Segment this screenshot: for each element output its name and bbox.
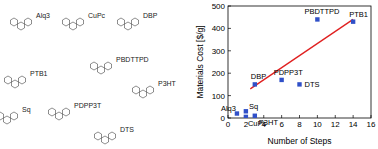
point-label: Sq bbox=[249, 102, 258, 111]
point-label: Alq3 bbox=[221, 104, 236, 113]
x-tick-label: 8 bbox=[297, 120, 302, 129]
x-axis-label: Number of Steps bbox=[268, 136, 332, 146]
structure-label: DBP bbox=[143, 12, 158, 19]
ring bbox=[147, 86, 154, 94]
x-tick-label: 16 bbox=[367, 120, 376, 129]
ring bbox=[63, 18, 70, 26]
ring bbox=[70, 22, 77, 30]
x-tick bbox=[353, 115, 354, 118]
ring bbox=[133, 86, 140, 94]
x-tick bbox=[281, 115, 282, 118]
point-label: PBDTTPD bbox=[304, 7, 340, 16]
structure-label: PTB1 bbox=[30, 70, 48, 77]
y-tick-label: 200 bbox=[212, 69, 226, 78]
x-tick bbox=[335, 115, 336, 118]
point bbox=[253, 82, 257, 86]
ring bbox=[63, 108, 70, 116]
ring bbox=[140, 90, 147, 98]
point bbox=[351, 19, 355, 23]
ring bbox=[0, 112, 4, 120]
point bbox=[253, 114, 257, 118]
y-tick bbox=[228, 73, 231, 74]
x-tick bbox=[228, 115, 229, 118]
point bbox=[315, 17, 319, 21]
x-tick-label: 6 bbox=[279, 120, 284, 129]
x-tick-label: 12 bbox=[331, 120, 340, 129]
structure-label: Alq3 bbox=[36, 12, 50, 20]
point-label: DTS bbox=[305, 80, 320, 89]
ring bbox=[95, 132, 102, 140]
structure-label: CuPc bbox=[88, 12, 106, 19]
x-tick bbox=[317, 115, 318, 118]
ring bbox=[19, 76, 26, 84]
ring bbox=[125, 22, 132, 30]
x-tick bbox=[299, 115, 300, 118]
y-tick bbox=[228, 50, 231, 51]
point-label: PDPP3T bbox=[274, 68, 304, 77]
point-label: DBP bbox=[251, 72, 266, 81]
ring bbox=[118, 18, 125, 26]
structure-label: PDPP3T bbox=[74, 102, 102, 109]
y-axis-label: Materials Cost [$/g] bbox=[195, 25, 205, 98]
ring bbox=[98, 66, 105, 74]
structure-label: P3HT bbox=[158, 80, 177, 87]
y-tick bbox=[228, 28, 231, 29]
y-tick bbox=[228, 95, 231, 96]
point-label: PTB1 bbox=[349, 10, 368, 19]
x-tick-label: 10 bbox=[313, 120, 322, 129]
point-labels: Alq3CuPcSqP3HTDBPPDPP3TDTSPBDTTPDPTB1 bbox=[221, 7, 368, 127]
point bbox=[244, 115, 248, 118]
y-tick bbox=[228, 118, 231, 119]
x-tick bbox=[371, 115, 372, 118]
structure-label: PBDTTPD bbox=[116, 56, 149, 63]
ring bbox=[11, 18, 18, 26]
y-tick-label: 0 bbox=[221, 114, 226, 123]
ring bbox=[56, 112, 63, 120]
ring bbox=[25, 18, 32, 26]
x-tick-label: 0 bbox=[226, 120, 231, 129]
ring bbox=[18, 22, 25, 30]
point bbox=[279, 78, 283, 82]
structures: Alq3 CuPc DBP PTB1 PBDTTPD P3HT Sq PDPP3T DTS bbox=[0, 12, 177, 144]
ring bbox=[91, 62, 98, 70]
ring bbox=[105, 62, 112, 70]
ring bbox=[4, 116, 11, 124]
y-tick-label: 500 bbox=[212, 2, 226, 11]
y-tick bbox=[228, 6, 231, 7]
point bbox=[297, 82, 301, 86]
ring bbox=[109, 132, 116, 140]
ring bbox=[12, 80, 19, 88]
ring bbox=[11, 112, 18, 120]
ring bbox=[77, 18, 84, 26]
y-tick-label: 300 bbox=[212, 47, 226, 56]
point bbox=[244, 109, 248, 113]
ring bbox=[49, 108, 56, 116]
plot-frame bbox=[228, 6, 371, 118]
y-tick-label: 400 bbox=[212, 24, 226, 33]
ring bbox=[102, 136, 109, 144]
ring bbox=[132, 18, 139, 26]
fit-line bbox=[250, 19, 353, 89]
plot-area bbox=[235, 17, 356, 118]
x-tick-label: 14 bbox=[349, 120, 358, 129]
ring bbox=[5, 76, 12, 84]
structure-label: Sq bbox=[22, 106, 31, 114]
y-tick-label: 100 bbox=[212, 92, 226, 101]
structure-label: DTS bbox=[120, 126, 134, 133]
point-label: P3HT bbox=[259, 118, 279, 127]
